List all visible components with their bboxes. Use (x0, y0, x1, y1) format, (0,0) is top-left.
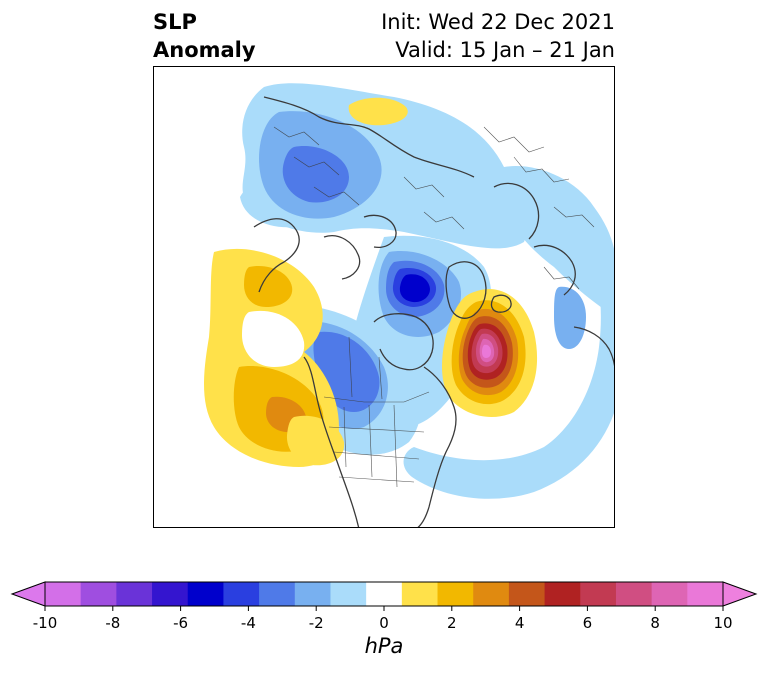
colorbar-segment (259, 582, 296, 606)
colorbar-segment (294, 582, 331, 606)
colorbar-extend-max (722, 581, 758, 607)
forecast-dates: Init: Wed 22 Dec 2021 Valid: 15 Jan – 21… (381, 8, 615, 64)
political-borders (273, 126, 595, 488)
anomaly-neg-light-eurasia (500, 166, 614, 316)
colorbar-segment (580, 582, 617, 606)
colorbar-segment (544, 582, 581, 606)
anomaly-neg-mid-west (282, 146, 349, 203)
colorbar-segment (687, 582, 724, 606)
map-canvas (154, 67, 614, 527)
colorbar-segment (80, 582, 117, 606)
title-line-anomaly: Anomaly (153, 38, 256, 62)
colorbar-tick-label: -2 (309, 614, 324, 632)
anomaly-neg-sky-europe (554, 286, 586, 349)
colorbar-tick-label: 6 (583, 614, 593, 632)
colorbar-segment (330, 582, 367, 606)
anomaly-neg-light-atlantic-arc (403, 232, 614, 499)
colorbar-tick-label: -10 (33, 614, 58, 632)
colorbar-segment (615, 582, 653, 606)
colorbar-tick-label: 4 (515, 614, 525, 632)
anomaly-pos-yellow-arctic (348, 97, 408, 126)
colorbar-segment (437, 582, 474, 606)
colorbar: -10 -8 -6 -4 -2 0 2 4 6 8 10 (10, 581, 758, 632)
colorbar-tick-label: -6 (173, 614, 188, 632)
colorbar-segment (152, 582, 189, 606)
colorbar-segment (401, 582, 439, 606)
colorbar-tick-label: 0 (379, 614, 389, 632)
coastlines (253, 96, 614, 527)
colorbar-segment (116, 582, 153, 606)
colorbar-extend-min (10, 581, 46, 607)
colorbar-tick-label: 8 (650, 614, 660, 632)
colorbar-tick-label: 2 (447, 614, 457, 632)
colorbar-tick-label: -8 (105, 614, 120, 632)
colorbar-segment (366, 582, 403, 606)
colorbar-segment (187, 582, 224, 606)
init-date-label: Init: Wed 22 Dec 2021 (381, 10, 615, 34)
valid-range-label: Valid: 15 Jan – 21 Jan (395, 38, 615, 62)
colorbar-segment (223, 582, 260, 606)
colorbar-segment (651, 582, 688, 606)
anomaly-neg-deep-hudson (399, 274, 430, 303)
anomaly-pos-gold-pacific-north (244, 266, 293, 307)
colorbar-unit-label: hPa (364, 634, 404, 658)
title-line-slp: SLP (153, 10, 197, 34)
anomaly-pos-yellow-southeast (286, 415, 345, 466)
colorbar-segment (473, 582, 510, 606)
chart-title: SLP Anomaly (153, 8, 256, 64)
slp-anomaly-map (153, 66, 615, 528)
colorbar-ticks: -10 -8 -6 -4 -2 0 2 4 6 8 10 (33, 606, 733, 632)
colorbar-segments (10, 581, 758, 607)
colorbar-tick-label: 10 (713, 614, 732, 632)
colorbar-tick-label: -4 (241, 614, 256, 632)
colorbar-segment (45, 582, 82, 606)
anomaly-pos-violet-atlantic (482, 344, 491, 358)
colorbar-segment (508, 582, 546, 606)
anomaly-pos-white-pacific-gap (242, 310, 305, 367)
